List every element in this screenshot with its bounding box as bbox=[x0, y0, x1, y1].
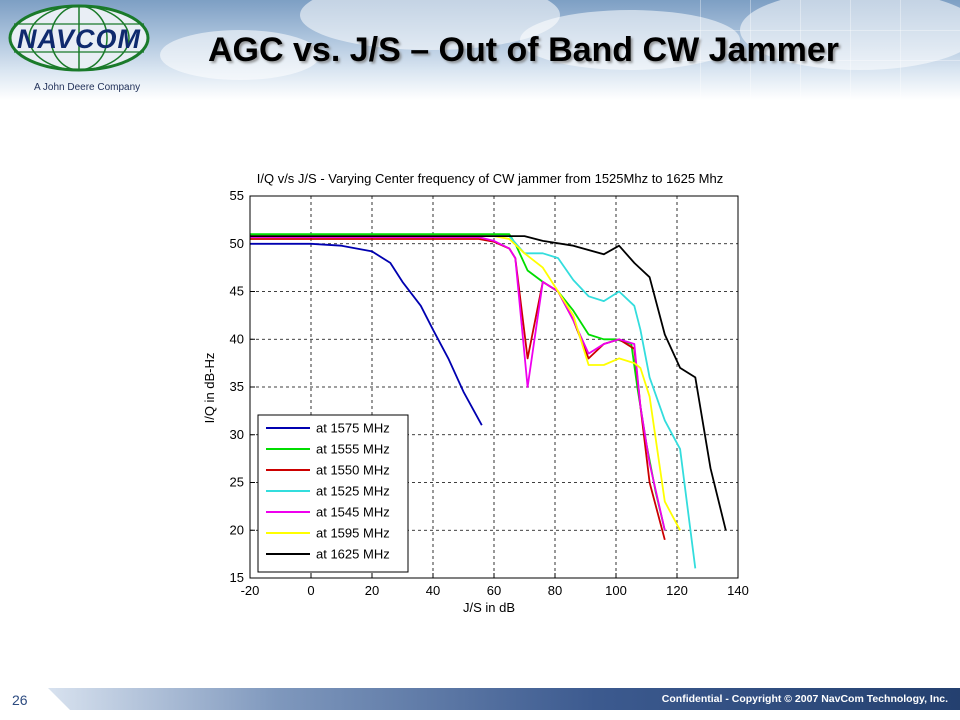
legend-box bbox=[257, 414, 409, 573]
globe-icon bbox=[8, 4, 150, 72]
y-tick-label: 40 bbox=[230, 331, 244, 346]
logo-wordmark: NAVCOM bbox=[17, 24, 141, 54]
x-tick-label: -20 bbox=[241, 583, 260, 598]
series-line-at-1545-mhz bbox=[250, 236, 666, 531]
line-chart: I/Q v/s J/S - Varying Center frequency o… bbox=[190, 160, 770, 630]
legend-label: at 1625 MHz bbox=[316, 547, 390, 562]
legend-label: at 1525 MHz bbox=[316, 484, 390, 499]
page-number: 26 bbox=[12, 692, 28, 708]
y-tick-label: 35 bbox=[230, 379, 244, 394]
x-tick-label: 100 bbox=[605, 583, 627, 598]
y-tick-label: 30 bbox=[230, 427, 244, 442]
copyright-notice: Confidential - Copyright © 2007 NavCom T… bbox=[661, 693, 948, 705]
y-tick-label: 45 bbox=[230, 284, 244, 299]
y-tick-label: 25 bbox=[230, 475, 244, 490]
logo-subtitle: A John Deere Company bbox=[34, 82, 141, 93]
x-tick-label: 140 bbox=[727, 583, 749, 598]
y-tick-label: 55 bbox=[230, 188, 244, 203]
y-axis-label: I/Q in dB-Hz bbox=[202, 353, 217, 424]
navcom-logo: NAVCOM A John Deere Company bbox=[4, 4, 154, 96]
legend-label: at 1545 MHz bbox=[316, 505, 390, 520]
plot-frame bbox=[249, 195, 739, 579]
legend-label: at 1595 MHz bbox=[316, 526, 390, 541]
x-tick-label: 60 bbox=[487, 583, 501, 598]
series-lines bbox=[250, 233, 727, 569]
legend-label: at 1555 MHz bbox=[316, 442, 390, 457]
x-tick-label: 20 bbox=[365, 583, 379, 598]
x-tick-label: 120 bbox=[666, 583, 688, 598]
series-line-at-1625-mhz bbox=[250, 235, 727, 531]
x-tick-label: 0 bbox=[307, 583, 314, 598]
header-banner bbox=[0, 0, 960, 100]
chart-title: I/Q v/s J/S - Varying Center frequency o… bbox=[257, 171, 723, 186]
slide-title: AGC vs. J/S – Out of Band CW Jammer bbox=[208, 31, 840, 69]
y-tick-label: 15 bbox=[230, 570, 244, 585]
x-axis-label: J/S in dB bbox=[463, 600, 515, 615]
series-line-at-1575-mhz bbox=[250, 242, 483, 426]
legend-label: at 1550 MHz bbox=[316, 463, 390, 478]
x-tick-label: 80 bbox=[548, 583, 562, 598]
legend: at 1575 MHz at 1555 MHz at 1550 MHz at 1525… bbox=[257, 414, 409, 573]
legend-label: at 1575 MHz bbox=[316, 421, 390, 436]
x-tick-label: 40 bbox=[426, 583, 440, 598]
series-line-at-1525-mhz bbox=[250, 235, 697, 569]
axis-ticks: -20 0 20 40 60 80 100 120 140 15 20 25 30 35 40 45 50 55 bbox=[230, 188, 749, 598]
y-tick-label: 20 bbox=[230, 522, 244, 537]
footer-bar: Confidential - Copyright © 2007 NavCom T… bbox=[48, 688, 960, 710]
y-tick-label: 50 bbox=[230, 236, 244, 251]
series-line-at-1595-mhz bbox=[250, 235, 681, 531]
